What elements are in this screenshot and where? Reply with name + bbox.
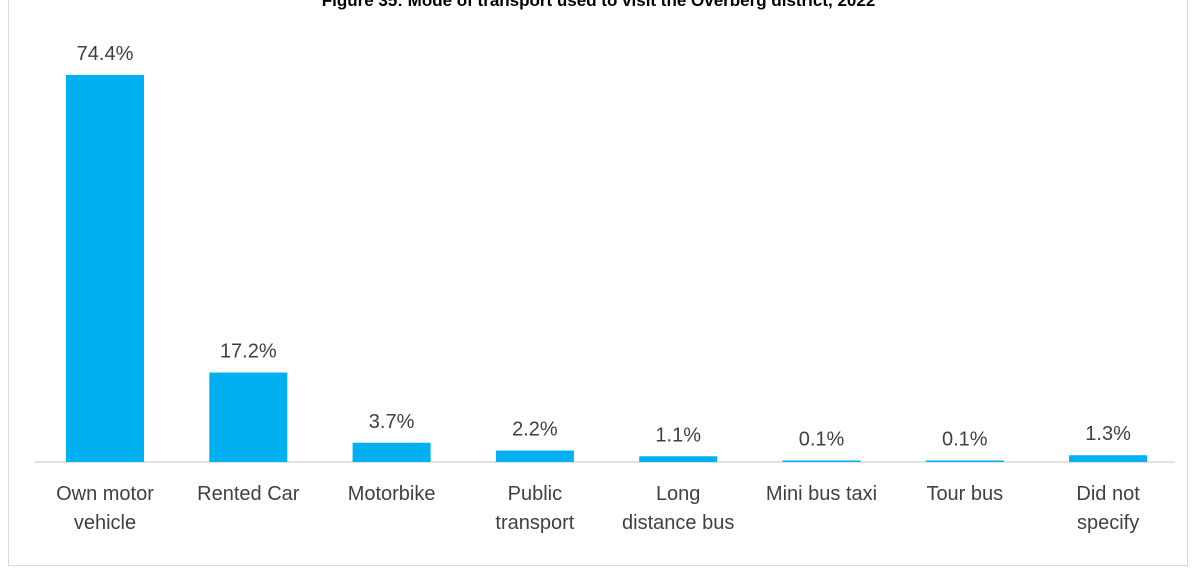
data-label-1: 74.4% — [77, 43, 134, 65]
bar-4 — [495, 450, 574, 462]
category-label-line: Public — [508, 483, 562, 505]
category-label-2: Rented Car — [197, 483, 300, 505]
category-label-line: Mini bus taxi — [766, 483, 877, 505]
category-label-4: Public transport — [495, 483, 574, 534]
category-label-line: Did not — [1076, 483, 1140, 505]
bar-2 — [209, 372, 288, 462]
category-label-3: Motorbike — [348, 483, 436, 505]
category-label-line: transport — [495, 512, 574, 534]
data-label-6: 0.1% — [799, 429, 845, 451]
data-label-7: 0.1% — [942, 429, 988, 451]
category-label-5: Long distance bus — [622, 483, 734, 534]
category-label-line: specify — [1077, 512, 1139, 534]
data-label-8: 1.3% — [1085, 423, 1131, 445]
data-label-2: 17.2% — [220, 341, 277, 363]
bar-7 — [925, 460, 1004, 462]
chart-title: Figure 35: Mode of transport used to vis… — [321, 0, 876, 10]
data-label-4: 2.2% — [512, 419, 558, 441]
category-label-6: Mini bus taxi — [766, 483, 877, 505]
category-label-7: Tour bus — [926, 483, 1003, 505]
category-label-line: vehicle — [74, 512, 136, 534]
data-label-5: 1.1% — [655, 424, 701, 446]
data-label-3: 3.7% — [369, 411, 415, 433]
bar-8 — [1069, 455, 1148, 462]
chart-frame — [8, 0, 1188, 566]
bar-1 — [66, 75, 144, 462]
bar-6 — [782, 460, 861, 462]
bar-5 — [639, 456, 718, 462]
category-label-line: Tour bus — [926, 483, 1003, 505]
category-label-line: Long — [656, 483, 701, 505]
category-label-line: Motorbike — [348, 483, 436, 505]
category-label-line: Rented Car — [197, 483, 300, 505]
category-label-line: distance bus — [622, 512, 734, 534]
category-label-line: Own motor — [56, 483, 154, 505]
bar-3 — [352, 442, 431, 462]
category-label-8: Did not specify — [1076, 483, 1140, 534]
category-label-1: Own motor vehicle — [56, 483, 154, 534]
